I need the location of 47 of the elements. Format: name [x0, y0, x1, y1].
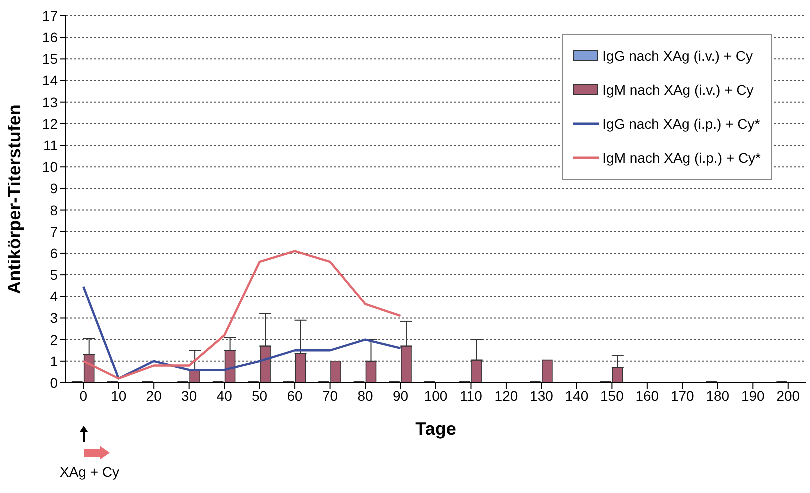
x-tick-label: 40 [216, 388, 233, 404]
x-tick-label: 70 [322, 388, 338, 404]
x-tick-label: 0 [80, 388, 88, 404]
x-tick-label: 90 [392, 388, 409, 404]
x-tick-label: 120 [494, 388, 518, 404]
x-tick-label: 60 [287, 388, 304, 404]
y-tick-label: 9 [50, 180, 58, 197]
x-tick-label: 30 [182, 388, 198, 404]
y-tick-label: 11 [43, 138, 58, 154]
y-tick-label: 6 [50, 245, 58, 262]
y-tick-label: 2 [50, 332, 58, 348]
x-axis-title: Tage [416, 419, 456, 439]
y-tick-label: 15 [42, 51, 58, 68]
x-tick-label: 50 [252, 388, 268, 404]
y-tick-label: 3 [50, 310, 58, 326]
legend-label: IgM nach XAg (i.v.) + Cy [602, 82, 754, 98]
x-tick-label: 100 [424, 388, 448, 404]
x-tick-label: 150 [600, 388, 624, 404]
y-tick-label: 17 [42, 8, 58, 24]
line-series [82, 286, 402, 380]
y-tick-label: 8 [50, 202, 58, 218]
line-series [82, 250, 402, 380]
x-tick-label: 10 [111, 388, 127, 404]
x-tick-label: 20 [146, 388, 162, 404]
text: XAg + Cy [60, 464, 120, 480]
legend-label: IgG nach XAg (i.p.) + Cy* [602, 116, 760, 132]
x-tick-label: 180 [706, 388, 730, 404]
y-tick-label: 7 [50, 224, 58, 240]
x-tick-label: 190 [741, 388, 766, 404]
x-tick-label: 140 [565, 388, 589, 404]
x-tick-label: 110 [460, 388, 483, 404]
y-tick-label: 10 [42, 159, 58, 176]
y-tick-label: 5 [50, 267, 58, 284]
x-tick-label: 160 [636, 388, 660, 404]
legend-label: IgG nach XAg (i.v.) + Cy [602, 48, 753, 64]
y-tick-label: 12 [42, 116, 58, 132]
y-tick-label: 1 [50, 353, 58, 370]
y-tick-label: 16 [42, 30, 58, 46]
x-tick-label: 170 [670, 388, 695, 404]
y-tick-label: 0 [50, 374, 58, 391]
y-tick-label: 14 [42, 72, 58, 89]
x-tick-label: 130 [530, 388, 554, 404]
legend-label: IgM nach XAg (i.p.) + Cy* [602, 150, 761, 166]
y-tick-label: 13 [42, 94, 58, 110]
x-tick-label: 200 [776, 388, 800, 404]
x-tick-label: 80 [358, 388, 374, 404]
y-tick-label: 4 [50, 288, 58, 305]
